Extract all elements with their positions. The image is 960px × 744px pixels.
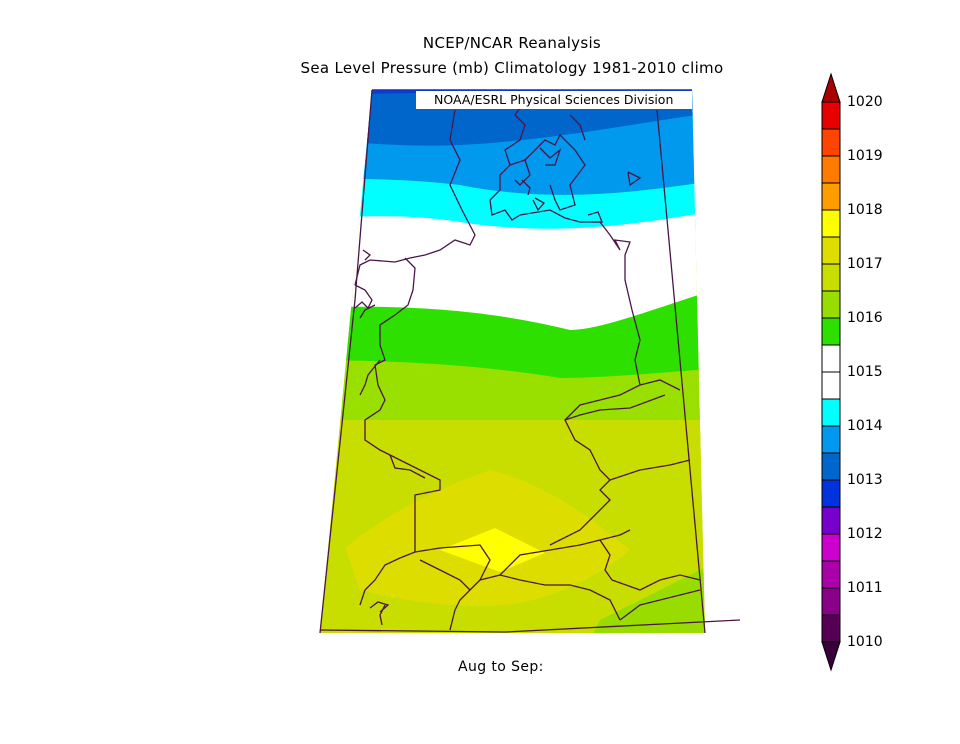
- cb-seg-3: [822, 156, 840, 183]
- cb-seg-6: [822, 237, 840, 264]
- cb-seg-13: [822, 453, 840, 480]
- cb-seg-4: [822, 183, 840, 210]
- cb-seg-15: [822, 507, 840, 534]
- pressure-field: [320, 90, 705, 633]
- map-title: NCEP/NCAR Reanalysis: [422, 34, 602, 52]
- cb-seg-19: [822, 615, 840, 642]
- cb-seg-18: [822, 588, 840, 615]
- cb-seg-11: [822, 399, 840, 426]
- cb-seg-9: [822, 318, 840, 345]
- colorbar-label-1019: 1019: [847, 148, 883, 164]
- cb-seg-14: [822, 480, 840, 507]
- cb-seg-1: [822, 102, 840, 129]
- cb-seg-8: [822, 291, 840, 318]
- colorbar-label-1017: 1017: [847, 256, 883, 272]
- colorbar-label-1015: 1015: [847, 364, 883, 380]
- colorbar-label-1020: 1020: [847, 94, 883, 110]
- field-1016: [320, 288, 705, 380]
- field-1016b: [320, 360, 705, 420]
- cb-seg-16: [822, 534, 840, 561]
- colorbar-bottom-arrow: [821, 641, 841, 672]
- cb-seg-2: [822, 129, 840, 156]
- map-subtitle: Sea Level Pressure (mb) Climatology 1981…: [300, 59, 724, 77]
- colorbar-label-1011: 1011: [847, 580, 883, 596]
- colorbar-label-1016: 1016: [847, 310, 883, 326]
- colorbar-label-1014: 1014: [847, 418, 883, 434]
- cb-seg-17: [822, 561, 840, 588]
- colorbar-label-1013: 1013: [847, 472, 883, 488]
- colorbar-label-1010: 1010: [847, 634, 883, 650]
- cb-seg-5: [822, 210, 840, 237]
- colorbar-top-arrow: [821, 72, 841, 103]
- cb-seg-12: [822, 426, 840, 453]
- colorbar-ticks: [822, 128, 840, 616]
- field-1018: [440, 528, 545, 572]
- colorbar-label-1018: 1018: [847, 202, 883, 218]
- cb-seg-7: [822, 264, 840, 291]
- colorbar-label-1012: 1012: [847, 526, 883, 542]
- field-1016-se: [590, 560, 705, 633]
- period-label: Aug to Sep:: [458, 659, 544, 675]
- credit-label: NOAA/ESRL Physical Sciences Division: [416, 91, 692, 109]
- country-borders: [319, 89, 741, 634]
- field-1012: [320, 90, 705, 95]
